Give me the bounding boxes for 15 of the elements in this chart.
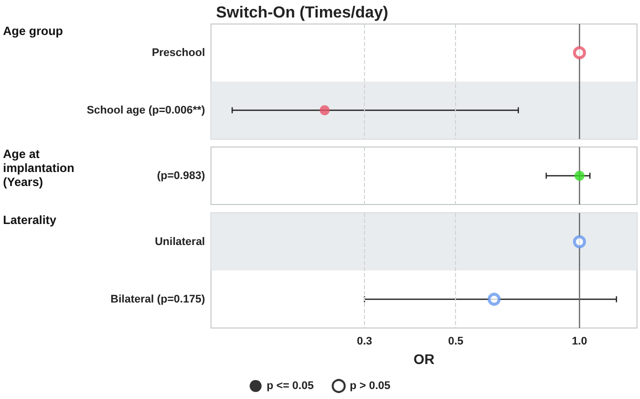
legend-label: p <= 0.05 [266,380,314,392]
y-tick-label: Unilateral [154,235,205,248]
y-axis-title: Age at implantation (Years) [3,147,78,189]
x-tick-label: 1.0 [572,335,588,347]
y-axis-title: Age group [3,24,63,38]
chart-title: Switch-On (Times/day) [216,4,388,22]
y-tick-label: School age (p=0.006**) [86,104,206,116]
x-tick-label: 0.5 [448,335,464,347]
y-axis-title: Laterality [3,212,57,226]
x-tick-label: 0.3 [356,335,372,347]
x-axis-title: OR [414,350,434,366]
y-tick-label: (p=0.983) [157,170,206,182]
y-tick-label: Preschool [152,46,205,59]
legend-label: p > 0.05 [350,380,390,392]
y-tick-label: Bilateral (p=0.175) [110,292,206,305]
